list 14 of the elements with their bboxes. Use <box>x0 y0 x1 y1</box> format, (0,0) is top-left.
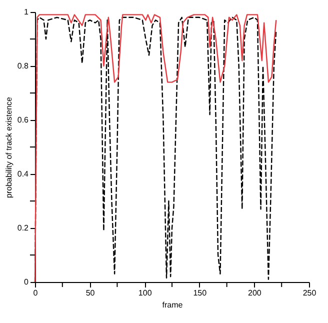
y-tick-label: 0.2 <box>17 224 30 232</box>
y-tick-label: 0.6 <box>17 116 30 124</box>
x-tick-label: 250 <box>302 288 317 298</box>
x-tick-label: 100 <box>138 288 152 298</box>
y-tick-label: 0.4 <box>17 170 30 178</box>
x-tick-label: 200 <box>248 288 262 298</box>
x-axis-title: frame <box>162 300 184 310</box>
y-tick-label: 1 <box>24 8 30 16</box>
x-tick-label: 0 <box>33 288 38 298</box>
y-tick-label: 0.8 <box>17 62 30 70</box>
x-tick-label: 150 <box>193 288 208 298</box>
y-tick-label: 0 <box>24 278 30 286</box>
y-axis-title: probability of track existence <box>4 96 14 198</box>
x-tick-label: 50 <box>86 288 96 298</box>
